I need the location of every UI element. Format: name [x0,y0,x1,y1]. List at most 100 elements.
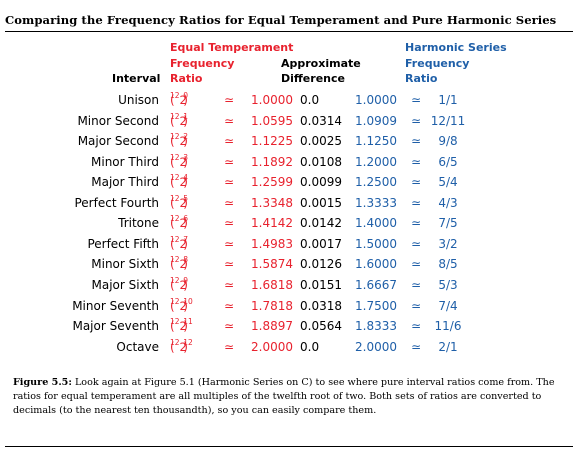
header-diff-line: Approximate [281,56,361,70]
harmonic-decimal-value: 1.2500 [355,175,397,190]
difference-value: 0.0 [300,93,320,107]
interval-name: Major Second [77,134,159,149]
difference-value: 0.0017 [300,236,342,251]
table-row: Tritone ( 12 2 ) 6 ≃ 1.4142 0.0142 1.4000 ≃ 7/5 [0,213,578,233]
root-index: 12 [170,193,180,203]
interval-name: Minor Third [91,154,159,169]
root-index: 12 [170,234,180,244]
table-row: Major Third ( 12 2 ) 4 ≃ 1.2599 0.0099 1.2500 ≃ 5… [0,172,578,192]
difference-value: 0.0564 [300,319,342,334]
approx-symbol: ≃ [224,339,235,354]
et-ratio-value: 1.1892 [251,154,293,169]
root-base: 2 [179,298,187,313]
approx-symbol: ≃ [411,277,422,292]
exponent: 12 [183,337,193,347]
root-index: 12 [170,214,180,224]
harmonic-decimal-value: 1.3333 [355,195,397,210]
twelfth-root-expression: ( 12 2 ) 0 [170,90,188,113]
root-base: 2 [179,339,187,354]
root-index: 12 [170,152,180,162]
difference-value: 0.0025 [300,134,342,149]
bottom-rule [5,446,573,447]
approx-symbol: ≃ [411,339,422,354]
root-index: 12 [170,173,180,183]
table-row: Major Sixth ( 12 2 ) 9 ≃ 1.6818 0.0151 1.6667 ≃ 5… [0,275,578,295]
interval-name: Tritone [118,216,159,231]
harmonic-ratio-value: 2/1 [438,339,458,354]
table-row: Minor Sixth ( 12 2 ) 8 ≃ 1.5874 0.0126 1.6000 ≃ 8… [0,254,578,274]
harmonic-decimal-value: 1.6000 [355,257,397,272]
harmonic-ratio-value: 7/4 [438,298,458,313]
header-et-line: Ratio [170,72,203,85]
approx-symbol: ≃ [224,93,235,107]
header-equal-temperament: Equal Temperament Frequency Ratio [170,40,293,87]
root-base: 2 [179,195,187,210]
harmonic-ratio-value: 1/1 [438,93,458,107]
interval-name: Major Seventh [72,319,159,334]
et-ratio-value: 1.6818 [251,277,293,292]
table-row: Major Second ( 12 2 ) 2 ≃ 1.1225 0.0025 1.1250 ≃… [0,131,578,151]
difference-value: 0.0 [300,339,320,354]
harmonic-decimal-value: 1.8333 [355,319,397,334]
et-ratio-value: 1.4142 [251,216,293,231]
approx-symbol: ≃ [411,195,422,210]
approx-symbol: ≃ [224,277,235,292]
figure-caption: Figure 5.5: Look again at Figure 5.1 (Ha… [13,376,569,418]
approx-symbol: ≃ [411,113,422,128]
table-row: Minor Seventh ( 12 2 ) 10 ≃ 1.7818 0.0318 1.750… [0,296,578,316]
approx-symbol: ≃ [411,319,422,334]
root-index: 12 [170,337,180,347]
exponent: 4 [183,173,188,183]
twelfth-root-expression: ( 12 2 ) 9 [170,275,188,298]
difference-value: 0.0314 [300,113,342,128]
approx-symbol: ≃ [224,134,235,149]
harmonic-ratio-value: 11/6 [434,319,462,334]
interval-name: Octave [116,339,159,354]
twelfth-root-expression: ( 12 2 ) 1 [170,111,188,134]
harmonic-ratio-value: 8/5 [438,257,458,272]
root-base: 2 [179,93,187,107]
table-row: Minor Third ( 12 2 ) 3 ≃ 1.1892 0.0108 1.2000 ≃ 6… [0,152,578,172]
exponent: 5 [183,193,188,203]
difference-value: 0.0126 [300,257,342,272]
harmonic-decimal-value: 1.0000 [355,93,397,107]
twelfth-root-expression: ( 12 2 ) 7 [170,234,188,257]
table-row: Major Seventh ( 12 2 ) 11 ≃ 1.8897 0.0564 1.833… [0,316,578,336]
root-base: 2 [179,154,187,169]
twelfth-root-expression: ( 12 2 ) 11 [170,316,193,339]
approx-symbol: ≃ [411,257,422,272]
harmonic-ratio-value: 12/11 [430,113,466,128]
header-approximate-difference: Approximate Difference [281,56,361,87]
header-hs-line: Frequency [405,56,470,70]
et-ratio-value: 1.8897 [251,319,293,334]
approx-symbol: ≃ [411,236,422,251]
header-et-line: Equal Temperament [170,41,294,54]
root-index: 12 [170,132,180,142]
interval-name: Major Sixth [91,277,160,292]
et-ratio-value: 1.5874 [251,257,293,272]
approx-symbol: ≃ [224,257,235,272]
root-index: 12 [170,91,180,100]
approx-symbol: ≃ [411,216,422,231]
interval-name: Major Third [91,175,159,190]
twelfth-root-expression: ( 12 2 ) 12 [170,337,193,360]
caption-label: Figure 5.5: [13,377,72,388]
et-ratio-value: 1.2599 [251,175,293,190]
et-ratio-value: 2.0000 [251,339,293,354]
table-row: Unison ( 12 2 ) 0 ≃ 1.0000 0.0 1.0000 ≃ 1/1 [0,90,578,110]
table-row: Octave ( 12 2 ) 12 ≃ 2.0000 0.0 2.0000 ≃ 2/1 [0,337,578,357]
root-base: 2 [179,236,187,251]
interval-name: Unison [118,93,159,107]
caption-text: Look again at Figure 5.1 (Harmonic Serie… [13,377,555,416]
difference-value: 0.0015 [300,195,342,210]
header-hs-line: Harmonic Series [405,41,507,54]
header-et-line: Frequency [170,56,235,70]
approx-symbol: ≃ [411,154,422,169]
root-index: 12 [170,296,180,306]
approx-symbol: ≃ [224,195,235,210]
harmonic-ratio-value: 5/3 [438,277,458,292]
approx-symbol: ≃ [411,93,422,107]
exponent: 2 [183,132,188,142]
exponent: 8 [183,255,188,265]
twelfth-root-expression: ( 12 2 ) 5 [170,193,188,216]
